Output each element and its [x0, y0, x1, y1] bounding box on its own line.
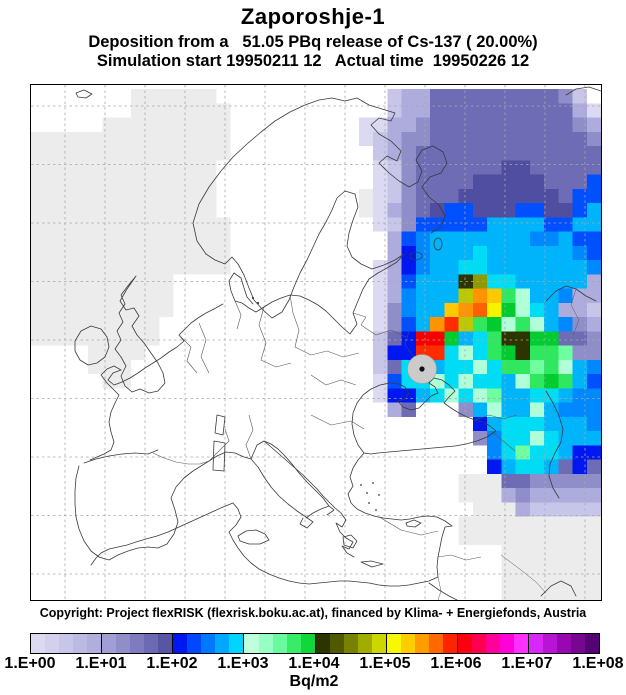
coast-france-italy-west — [208, 451, 314, 529]
coast-persian-gulf — [540, 580, 577, 597]
legend-segment — [31, 634, 46, 653]
river-volga — [570, 288, 580, 336]
coast-crete — [360, 560, 384, 568]
source-marker-dot — [419, 366, 425, 372]
legend-segment — [73, 634, 88, 653]
map-plot — [30, 84, 602, 601]
grid-lines — [31, 85, 601, 600]
coast-norway-kola-whitesea — [192, 97, 448, 255]
coast-britain — [114, 275, 166, 394]
legend-segment — [329, 634, 344, 653]
legend-tick-label: 1.E+07 — [501, 655, 553, 672]
legend-segment — [471, 634, 486, 653]
legend-colorbar — [30, 633, 600, 654]
coast-black-sea — [351, 377, 497, 455]
coast-balkans-greece — [263, 440, 355, 558]
coast-italy-heel — [305, 505, 335, 519]
legend-segment — [59, 634, 74, 653]
lake-ladoga — [409, 251, 423, 261]
legend-tick-label: 1.E+04 — [288, 655, 340, 672]
legend-segment — [414, 634, 429, 653]
legend-segment — [528, 634, 544, 653]
legend-segment — [571, 634, 586, 653]
legend-segment — [116, 634, 131, 653]
coast-red-sea — [428, 582, 458, 600]
legend-segment — [158, 634, 173, 653]
coast-baltic-south — [234, 253, 405, 335]
legend-segment — [144, 634, 159, 653]
coastlines — [74, 86, 601, 600]
coast-aegean-turkey-levant-africa — [90, 452, 453, 587]
legend-segment — [456, 634, 472, 653]
river-nile — [437, 576, 442, 600]
legend-tick-label: 1.E+00 — [4, 655, 56, 672]
legend-segment — [215, 634, 230, 653]
subtitle-release: Deposition from a 51.05 PBq release of C… — [88, 33, 538, 51]
legend-tick-label: 1.E+03 — [217, 655, 269, 672]
legend-segment — [428, 634, 443, 653]
legend-segment — [343, 634, 358, 653]
coast-cyprus — [405, 519, 422, 528]
legend-segment — [357, 634, 372, 653]
legend-segment — [300, 634, 315, 653]
legend-segment — [314, 634, 330, 653]
coast-iceland-tip — [75, 89, 93, 99]
legend-segment — [172, 634, 188, 653]
coast-caspian-north — [545, 285, 597, 302]
legend-segment — [45, 634, 60, 653]
legend-segment — [258, 634, 273, 653]
coast-iberia-north — [83, 449, 159, 464]
lake-onega — [433, 237, 443, 251]
page-title: Zaporoshje-1 — [240, 4, 386, 29]
coast-caspian-west — [545, 390, 564, 499]
legend-segment — [557, 634, 572, 653]
legend-segment — [130, 634, 145, 653]
legend-tick-label: 1.E+06 — [430, 655, 482, 672]
aegean-islands — [251, 296, 380, 511]
coast-denmark — [228, 272, 254, 305]
legend-segment — [543, 634, 558, 653]
coast-adriatic-east — [250, 440, 330, 507]
coast-corsica — [214, 414, 226, 436]
legend-segment — [229, 634, 244, 653]
coast-sicily — [237, 529, 270, 545]
coast-peloponnese — [342, 534, 358, 549]
legend-segment — [500, 634, 515, 653]
legend-segment — [272, 634, 287, 653]
border-pyrenees — [152, 452, 210, 465]
legend-segment — [514, 634, 529, 653]
coast-arctic-northeast — [565, 86, 601, 96]
legend-segment — [286, 634, 301, 653]
river-tigris — [500, 554, 547, 594]
legend-segment — [385, 634, 401, 653]
legend-tick-label: 1.E+01 — [75, 655, 127, 672]
legend-segment — [201, 634, 216, 653]
legend-segment — [101, 634, 117, 653]
legend-segment — [243, 634, 259, 653]
coast-iberia — [74, 460, 210, 561]
legend-tick-label: 1.E+08 — [572, 655, 624, 672]
source-marker — [407, 354, 437, 384]
coast-ireland — [74, 325, 110, 366]
legend-tick-label: 1.E+02 — [146, 655, 198, 672]
legend-segment — [187, 634, 202, 653]
europe-map — [31, 85, 601, 600]
coast-sardinia — [212, 440, 226, 472]
units-label: Bq/m2 — [289, 673, 339, 690]
legend-segment — [87, 634, 102, 653]
coast-sweden-bothnia-finland — [205, 190, 405, 319]
legend-segment — [442, 634, 457, 653]
legend-segment — [371, 634, 386, 653]
legend-tick-label: 1.E+05 — [359, 655, 411, 672]
subtitle-time: Simulation start 19950211 12 Actual time… — [96, 52, 530, 70]
legend-segment — [400, 634, 415, 653]
legend-segment — [585, 634, 600, 653]
legend-segment — [486, 634, 501, 653]
deposition-cells — [31, 89, 601, 600]
copyright-text: Copyright: Project flexRISK (flexrisk.bo… — [39, 606, 587, 620]
coast-northsea-channel-biscay — [89, 303, 224, 461]
